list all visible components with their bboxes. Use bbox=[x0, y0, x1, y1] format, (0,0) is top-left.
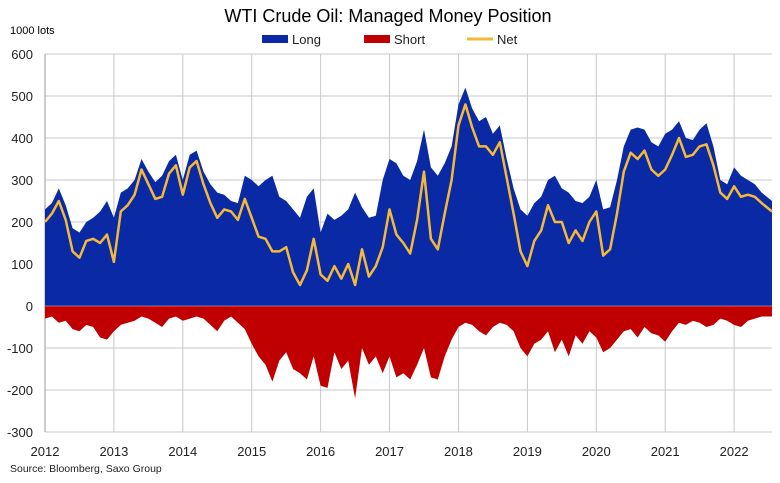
chart-title: WTI Crude Oil: Managed Money Position bbox=[224, 6, 551, 26]
y-tick-label: 100 bbox=[11, 257, 33, 272]
y-tick-label: 400 bbox=[11, 131, 33, 146]
x-tick-label: 2014 bbox=[168, 444, 197, 459]
legend: Long Short Net bbox=[262, 32, 518, 47]
x-tick-label: 2016 bbox=[306, 444, 335, 459]
y-tick-label: 200 bbox=[11, 215, 33, 230]
x-tick-label: 2020 bbox=[582, 444, 611, 459]
x-tick-label: 2013 bbox=[99, 444, 128, 459]
legend-label-short: Short bbox=[394, 32, 425, 47]
x-tick-label: 2021 bbox=[651, 444, 680, 459]
y-tick-label: 600 bbox=[11, 47, 33, 62]
x-tick-label: 2018 bbox=[444, 444, 473, 459]
x-tick-label: 2015 bbox=[237, 444, 266, 459]
y-tick-label: -200 bbox=[7, 383, 33, 398]
x-tick-label: 2019 bbox=[513, 444, 542, 459]
y-tick-label: -100 bbox=[7, 341, 33, 356]
legend-swatch-short bbox=[364, 35, 390, 43]
source-note: Source: Bloomberg, Saxo Group bbox=[10, 463, 162, 475]
series-layer bbox=[44, 87, 773, 399]
axis-labels: -300 -200 -100 0 100 200 300 400 500 600 2012 2013 2… bbox=[7, 47, 749, 459]
legend-label-net: Net bbox=[497, 32, 518, 47]
y-tick-label: 500 bbox=[11, 89, 33, 104]
x-tick-label: 2012 bbox=[31, 444, 60, 459]
y-tick-label: 300 bbox=[11, 173, 33, 188]
legend-swatch-long bbox=[262, 35, 288, 43]
series-long-area bbox=[45, 87, 772, 306]
series-net-line bbox=[44, 103, 773, 287]
y-axis-unit-label: 1000 lots bbox=[10, 25, 55, 37]
y-tick-label: -300 bbox=[7, 425, 33, 440]
y-tick-label: 0 bbox=[26, 299, 33, 314]
x-tick-label: 2022 bbox=[720, 444, 749, 459]
x-tick-label: 2017 bbox=[375, 444, 404, 459]
legend-label-long: Long bbox=[292, 32, 321, 47]
series-short-area bbox=[45, 306, 772, 399]
